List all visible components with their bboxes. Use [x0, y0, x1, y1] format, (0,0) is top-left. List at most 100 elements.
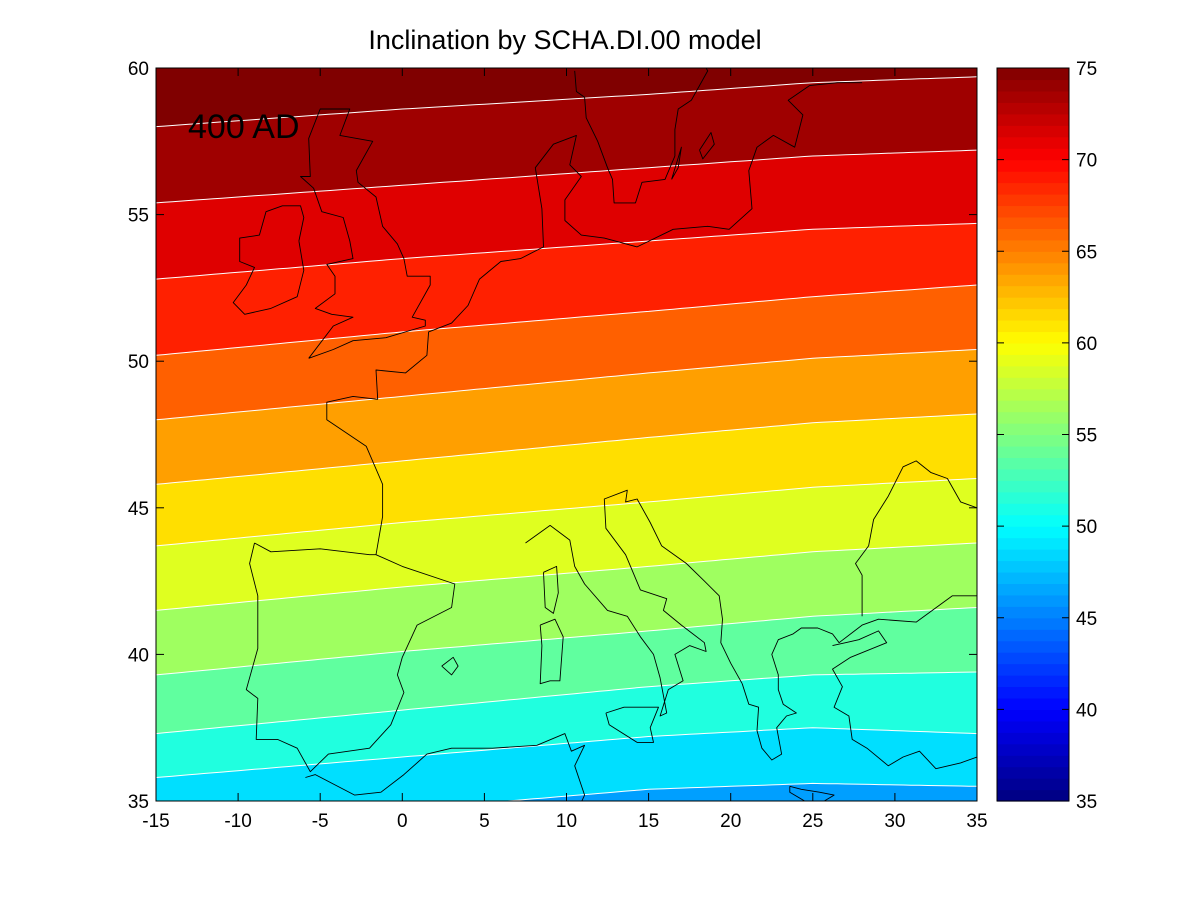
colorbar-tick-label: 60 — [1076, 334, 1097, 355]
colorbar-swatch — [997, 743, 1069, 756]
x-tick-label: -15 — [142, 811, 169, 832]
coastline-north-africa — [305, 733, 586, 801]
colorbar-swatch — [997, 228, 1069, 241]
colorbar-swatch — [997, 434, 1069, 447]
y-axis: 35 40 45 50 55 60 — [128, 59, 977, 813]
contour-line — [156, 284, 977, 356]
contour-fills — [156, 68, 977, 801]
colorbar-tick-label: 40 — [1076, 700, 1097, 721]
contour-line — [156, 671, 977, 735]
colorbar-tick-label: 65 — [1076, 242, 1097, 263]
colorbar-swatch — [997, 308, 1069, 321]
colorbar-swatch — [997, 640, 1069, 653]
colorbar-swatch — [997, 606, 1069, 619]
colorbar-swatch — [997, 663, 1069, 676]
colorbar-swatch — [997, 423, 1069, 436]
colorbar-swatch — [997, 274, 1069, 287]
coastline-sicily — [605, 706, 659, 743]
contour-band — [156, 727, 977, 801]
colorbar-swatch — [997, 297, 1069, 310]
chart-title: Inclination by SCHA.DI.00 model — [368, 25, 761, 55]
contour-line — [156, 149, 977, 204]
y-tick-label: 60 — [128, 59, 149, 80]
colorbar-swatch — [997, 136, 1069, 149]
coastline-sardinia — [539, 618, 564, 685]
coastline-gotland — [699, 132, 715, 160]
y-tick-label: 40 — [128, 645, 149, 666]
colorbar-tick-label: 70 — [1076, 151, 1097, 172]
colorbar-swatch — [997, 193, 1069, 207]
x-tick-label: 30 — [884, 811, 905, 832]
colorbar-swatch — [997, 239, 1069, 252]
colorbar-swatch — [997, 514, 1069, 527]
coastline-ireland — [232, 205, 305, 315]
contour-line — [156, 607, 977, 676]
contour-line — [156, 413, 977, 485]
colorbar-swatch — [997, 480, 1069, 493]
contour-band — [156, 672, 977, 778]
contour-band — [156, 223, 977, 356]
colorbar-swatch — [997, 377, 1069, 390]
contour-band — [156, 285, 977, 420]
colorbar-swatch — [997, 365, 1069, 378]
plot-area — [156, 68, 977, 801]
coastline-balkans-greece — [741, 595, 977, 761]
x-tick-label: 10 — [556, 811, 577, 832]
contour-line — [156, 727, 977, 778]
y-tick-label: 45 — [128, 499, 149, 520]
colorbar-swatch — [997, 205, 1069, 218]
coastline-italy — [525, 489, 743, 717]
colorbar-swatch — [997, 102, 1069, 115]
contour-lines — [156, 76, 977, 801]
x-tick-label: -5 — [312, 811, 329, 832]
colorbar-swatch — [997, 766, 1069, 779]
colorbar-swatch — [997, 319, 1069, 333]
colorbar-swatch — [997, 709, 1069, 722]
colorbar-swatch — [997, 549, 1069, 562]
colorbar-swatch — [997, 285, 1069, 298]
contour-band — [156, 349, 977, 485]
colorbar-swatch — [997, 125, 1069, 138]
colorbar-swatch — [997, 652, 1069, 665]
colorbar-swatch — [997, 457, 1069, 470]
x-tick-label: 15 — [638, 811, 659, 832]
contour-band — [156, 150, 977, 280]
colorbar-tick-label: 50 — [1076, 517, 1097, 538]
colorbar-swatch — [997, 503, 1069, 516]
colorbar-tick-label: 45 — [1076, 609, 1097, 630]
colorbar-swatch — [997, 468, 1069, 481]
colorbar-swatch — [997, 354, 1069, 367]
coastline-france-lowcountries — [326, 82, 863, 555]
colorbar-swatch — [997, 697, 1069, 710]
x-tick-label: 20 — [720, 811, 741, 832]
colorbar-swatch — [997, 113, 1069, 126]
coastline-mallorca — [441, 656, 459, 676]
contour-line — [156, 349, 977, 421]
colorbar-swatch — [997, 526, 1069, 539]
contour-band — [156, 76, 977, 203]
y-tick-label: 50 — [128, 352, 149, 373]
colorbar-swatch — [997, 159, 1069, 172]
contour-band — [156, 607, 977, 734]
colorbar-swatch — [997, 342, 1069, 355]
contour-line — [156, 76, 977, 128]
colorbar-swatch — [997, 90, 1069, 103]
colorbar-swatch — [997, 778, 1069, 791]
colorbar-swatch — [997, 675, 1069, 688]
contour-band — [156, 478, 977, 611]
colorbar-swatch — [997, 148, 1069, 161]
coastline-corsica — [543, 565, 559, 614]
colorbar-swatch — [997, 411, 1069, 424]
colorbar-swatch — [997, 560, 1069, 573]
colorbar-swatch — [997, 732, 1069, 745]
colorbar-swatch — [997, 617, 1069, 630]
x-tick-label: -10 — [224, 811, 251, 832]
colorbar-swatch — [997, 251, 1069, 264]
colorbar-swatch — [997, 789, 1069, 802]
x-tick-label: 25 — [802, 811, 823, 832]
colorbar-axis: 35 40 45 50 55 60 65 70 75 — [997, 59, 1097, 813]
contour-line — [156, 222, 977, 280]
colorbar-swatch — [997, 400, 1069, 413]
contour-band — [156, 414, 977, 546]
